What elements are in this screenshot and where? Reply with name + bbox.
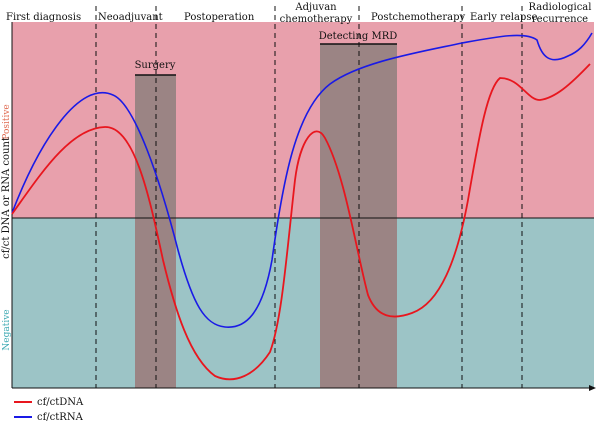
legend-ctdna-label: cf/ctDNA [37, 397, 84, 408]
phase-label-radiological-recurrence: Radiological recurrence [529, 2, 592, 25]
detecting-mrd-label: Detecting MRD [319, 31, 398, 42]
y-axis-label: cf/ct DNA or RNA count [1, 137, 12, 259]
phase-label-adjuvant-chemotherapy: Adjuvan chemotherapy [280, 2, 353, 25]
phase-label-neoadjuvant: Neoadjuvant [98, 12, 163, 23]
surgery-label: Surgery [135, 60, 176, 71]
phase-label-early-relapse: Early relapse [470, 12, 537, 23]
negative-label: Negative [2, 309, 12, 350]
x-axis-arrow [589, 385, 596, 391]
cf-ctdna-curve [11, 63, 591, 381]
phase-label-first-diagnosis: First diagnosis [6, 12, 81, 23]
legend: cf/ctDNA cf/ctRNA [14, 397, 84, 422]
phase-label-postoperation: Postoperation [184, 12, 255, 23]
cf-ctrna-curve [11, 32, 593, 328]
positive-label: Positive [2, 104, 12, 140]
negative-zone [12, 218, 594, 388]
phase-label-postchemotherapy: Postchemotherapy [371, 12, 465, 23]
legend-ctrna-label: cf/ctRNA [37, 412, 84, 422]
phase-separators [95, 6, 523, 388]
